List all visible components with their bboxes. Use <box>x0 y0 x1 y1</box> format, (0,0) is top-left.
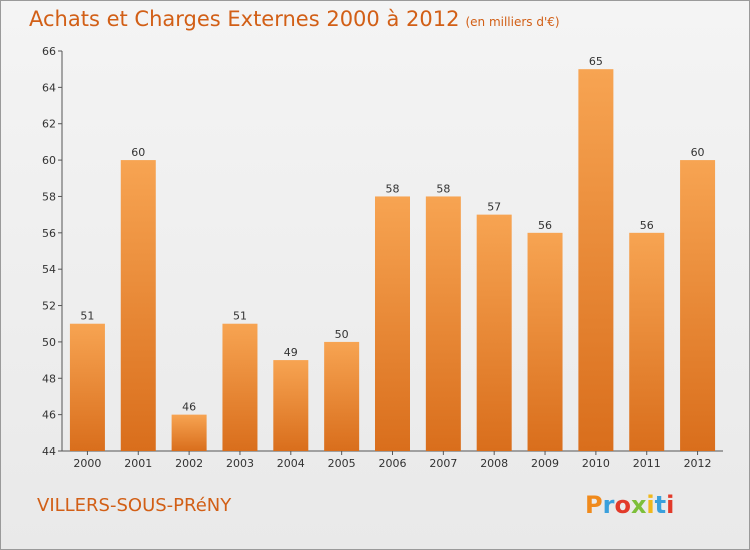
y-tick-label: 64 <box>42 81 56 94</box>
data-label: 57 <box>487 201 501 214</box>
x-tick-label: 2010 <box>582 457 610 470</box>
logo-letter: x <box>630 491 647 519</box>
bars-group: 51 60 46 51 49 50 58 58 57 56 65 56 60 <box>69 55 716 451</box>
bar-2007 <box>425 196 461 451</box>
x-tick-label: 2001 <box>124 457 152 470</box>
bar-2012 <box>680 160 716 451</box>
data-label: 58 <box>386 182 400 195</box>
commune-name: VILLERS-SOUS-PRéNY <box>37 495 232 516</box>
data-label: 49 <box>284 346 298 359</box>
y-tick-label: 62 <box>42 118 56 131</box>
x-tick-label: 2009 <box>531 457 559 470</box>
bar-2008 <box>476 214 512 451</box>
y-tick-label: 44 <box>42 445 56 458</box>
data-label: 50 <box>335 328 349 341</box>
bar-2009 <box>527 232 563 451</box>
logo-letter: t <box>654 491 667 519</box>
x-tick-label: 2004 <box>277 457 305 470</box>
data-label: 51 <box>233 310 247 323</box>
data-label: 56 <box>538 219 552 232</box>
y-tick-label: 46 <box>42 409 56 422</box>
bar-2002 <box>171 414 207 451</box>
data-label: 56 <box>640 219 654 232</box>
y-tick-label: 48 <box>42 372 56 385</box>
data-label: 65 <box>589 55 603 68</box>
x-tick-label: 2000 <box>73 457 101 470</box>
x-tick-label: 2002 <box>175 457 203 470</box>
y-tick-label: 54 <box>42 263 56 276</box>
proxiti-logo[interactable]: Proxiti <box>585 491 674 519</box>
chart-subtitle: (en milliers d'€) <box>465 15 560 29</box>
logo-letter: r <box>602 491 615 519</box>
logo-letter: i <box>646 491 655 519</box>
logo-letter: P <box>585 491 603 519</box>
bar-2005 <box>324 341 360 451</box>
bar-2000 <box>69 323 105 451</box>
logo-letter: i <box>666 491 675 519</box>
data-label: 60 <box>131 146 145 159</box>
y-tick-label: 58 <box>42 190 56 203</box>
chart-title-text: Achats et Charges Externes 2000 à 2012 <box>29 7 460 31</box>
bar-2006 <box>375 196 410 451</box>
y-tick-label: 66 <box>42 45 56 58</box>
data-label: 60 <box>691 146 705 159</box>
bar-2010 <box>578 69 614 451</box>
data-label: 46 <box>182 401 196 414</box>
axes: 44 46 48 50 52 54 56 58 60 62 64 66 2000 2001 2002 2003… <box>42 45 723 470</box>
x-tick-label: 2008 <box>480 457 508 470</box>
x-tick-label: 2011 <box>633 457 661 470</box>
bar-2001 <box>120 160 156 451</box>
bar-2004 <box>273 360 309 451</box>
logo-letter: o <box>614 491 631 519</box>
x-tick-label: 2005 <box>328 457 356 470</box>
x-tick-label: 2003 <box>226 457 254 470</box>
bar-2003 <box>222 323 258 451</box>
x-tick-label: 2007 <box>429 457 457 470</box>
y-tick-label: 56 <box>42 227 56 240</box>
y-tick-label: 60 <box>42 154 56 167</box>
y-tick-label: 50 <box>42 336 56 349</box>
x-tick-label: 2012 <box>684 457 712 470</box>
x-tick-label: 2006 <box>379 457 407 470</box>
chart-title: Achats et Charges Externes 2000 à 2012 (e… <box>29 7 560 31</box>
data-label: 58 <box>436 182 450 195</box>
bar-2011 <box>629 232 665 451</box>
data-label: 51 <box>80 310 94 323</box>
y-tick-label: 52 <box>42 300 56 313</box>
